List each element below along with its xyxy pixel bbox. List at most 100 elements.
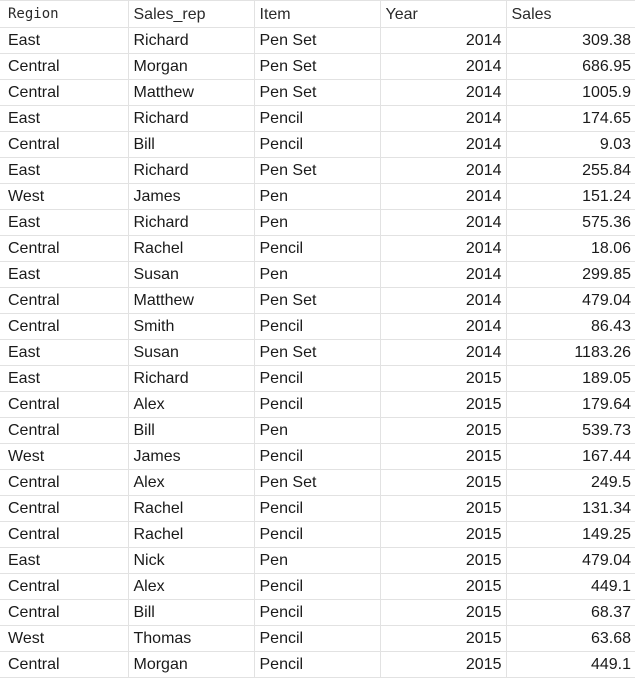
year-cell[interactable]: 2015 <box>379 547 507 574</box>
sales-cell[interactable]: 63.68 <box>505 625 635 652</box>
sales-rep-cell[interactable]: Alex <box>127 391 255 418</box>
region-cell[interactable]: West <box>0 183 129 210</box>
sales-cell[interactable]: 18.06 <box>505 235 635 262</box>
region-cell[interactable]: Central <box>0 417 129 444</box>
sales-rep-cell[interactable]: Alex <box>127 469 255 496</box>
region-cell[interactable]: Central <box>0 573 129 600</box>
sales-rep-cell[interactable]: Morgan <box>127 651 255 678</box>
item-cell[interactable]: Pen Set <box>253 53 381 80</box>
year-cell[interactable]: 2015 <box>379 599 507 626</box>
sales-rep-cell[interactable]: Richard <box>127 105 255 132</box>
year-cell[interactable]: 2014 <box>379 339 507 366</box>
sales-cell[interactable]: 189.05 <box>505 365 635 392</box>
sales-rep-cell[interactable]: Morgan <box>127 53 255 80</box>
year-cell[interactable]: 2015 <box>379 495 507 522</box>
year-cell[interactable]: 2014 <box>379 27 507 54</box>
item-cell[interactable]: Pencil <box>253 131 381 158</box>
region-cell[interactable]: Central <box>0 469 129 496</box>
region-cell[interactable]: East <box>0 547 129 574</box>
sales-rep-cell[interactable]: Bill <box>127 599 255 626</box>
year-cell[interactable]: 2015 <box>379 443 507 470</box>
region-cell[interactable]: West <box>0 443 129 470</box>
item-cell[interactable]: Pen Set <box>253 287 381 314</box>
sales-rep-cell[interactable]: Thomas <box>127 625 255 652</box>
sales-cell[interactable]: 299.85 <box>505 261 635 288</box>
sales-cell[interactable]: 151.24 <box>505 183 635 210</box>
sales-cell[interactable]: 539.73 <box>505 417 635 444</box>
sales-rep-cell[interactable]: James <box>127 443 255 470</box>
year-cell[interactable]: 2014 <box>379 131 507 158</box>
item-cell[interactable]: Pen <box>253 261 381 288</box>
sales-cell[interactable]: 255.84 <box>505 157 635 184</box>
item-cell[interactable]: Pencil <box>253 391 381 418</box>
region-cell[interactable]: Central <box>0 495 129 522</box>
region-cell[interactable]: Central <box>0 651 129 678</box>
sales-rep-cell[interactable]: Matthew <box>127 287 255 314</box>
item-cell[interactable]: Pen Set <box>253 27 381 54</box>
year-cell[interactable]: 2015 <box>379 469 507 496</box>
year-cell[interactable]: 2015 <box>379 521 507 548</box>
sales-cell[interactable]: 9.03 <box>505 131 635 158</box>
item-cell[interactable]: Pen <box>253 417 381 444</box>
sales-cell[interactable]: 149.25 <box>505 521 635 548</box>
sales-rep-cell[interactable]: Bill <box>127 131 255 158</box>
item-cell[interactable]: Pencil <box>253 495 381 522</box>
sales-cell[interactable]: 179.64 <box>505 391 635 418</box>
item-cell[interactable]: Pen Set <box>253 157 381 184</box>
sales-rep-cell[interactable]: Rachel <box>127 235 255 262</box>
year-cell[interactable]: 2014 <box>379 209 507 236</box>
year-cell[interactable]: 2014 <box>379 79 507 106</box>
sales-cell[interactable]: 449.1 <box>505 651 635 678</box>
item-cell[interactable]: Pencil <box>253 443 381 470</box>
year-cell[interactable]: 2015 <box>379 417 507 444</box>
item-cell[interactable]: Pencil <box>253 573 381 600</box>
year-cell[interactable]: 2014 <box>379 53 507 80</box>
region-cell[interactable]: East <box>0 339 129 366</box>
region-cell[interactable]: East <box>0 27 129 54</box>
item-cell[interactable]: Pencil <box>253 599 381 626</box>
region-cell[interactable]: East <box>0 365 129 392</box>
year-cell[interactable]: 2014 <box>379 313 507 340</box>
item-cell[interactable]: Pencil <box>253 105 381 132</box>
sales-cell[interactable]: 174.65 <box>505 105 635 132</box>
item-cell[interactable]: Pencil <box>253 521 381 548</box>
region-cell[interactable]: Central <box>0 131 129 158</box>
year-cell[interactable]: 2014 <box>379 261 507 288</box>
sales-cell[interactable]: 479.04 <box>505 287 635 314</box>
sales-cell[interactable]: 449.1 <box>505 573 635 600</box>
region-cell[interactable]: Central <box>0 79 129 106</box>
sales-rep-cell[interactable]: Richard <box>127 27 255 54</box>
sales-rep-cell[interactable]: Richard <box>127 157 255 184</box>
sales-rep-cell[interactable]: Bill <box>127 417 255 444</box>
year-cell[interactable]: 2015 <box>379 365 507 392</box>
header-sales[interactable]: Sales <box>505 0 635 28</box>
sales-cell[interactable]: 68.37 <box>505 599 635 626</box>
item-cell[interactable]: Pencil <box>253 651 381 678</box>
sales-rep-cell[interactable]: Nick <box>127 547 255 574</box>
sales-cell[interactable]: 1183.26 <box>505 339 635 366</box>
header-region[interactable]: Region <box>0 0 129 28</box>
item-cell[interactable]: Pencil <box>253 235 381 262</box>
year-cell[interactable]: 2014 <box>379 105 507 132</box>
sales-rep-cell[interactable]: Susan <box>127 339 255 366</box>
item-cell[interactable]: Pencil <box>253 313 381 340</box>
sales-rep-cell[interactable]: Alex <box>127 573 255 600</box>
year-cell[interactable]: 2014 <box>379 183 507 210</box>
sales-cell[interactable]: 575.36 <box>505 209 635 236</box>
item-cell[interactable]: Pen <box>253 547 381 574</box>
sales-cell[interactable]: 1005.9 <box>505 79 635 106</box>
header-year[interactable]: Year <box>379 0 507 28</box>
year-cell[interactable]: 2015 <box>379 625 507 652</box>
year-cell[interactable]: 2015 <box>379 573 507 600</box>
year-cell[interactable]: 2015 <box>379 391 507 418</box>
header-sales-rep[interactable]: Sales_rep <box>127 0 255 28</box>
sales-rep-cell[interactable]: Rachel <box>127 521 255 548</box>
sales-rep-cell[interactable]: Richard <box>127 209 255 236</box>
year-cell[interactable]: 2015 <box>379 651 507 678</box>
sales-rep-cell[interactable]: James <box>127 183 255 210</box>
sales-rep-cell[interactable]: Smith <box>127 313 255 340</box>
sales-rep-cell[interactable]: Richard <box>127 365 255 392</box>
item-cell[interactable]: Pen Set <box>253 339 381 366</box>
item-cell[interactable]: Pen Set <box>253 79 381 106</box>
item-cell[interactable]: Pen <box>253 209 381 236</box>
